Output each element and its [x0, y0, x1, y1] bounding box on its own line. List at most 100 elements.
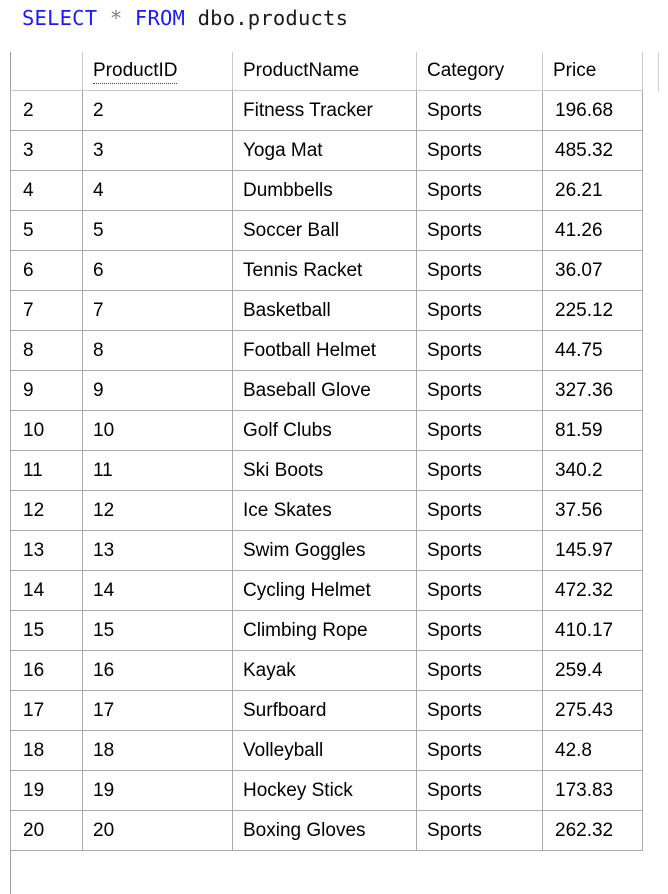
cell-productid[interactable]: 9 [82, 370, 233, 411]
cell-price[interactable]: 81.59 [542, 410, 643, 451]
cell-price[interactable]: 37.56 [542, 490, 643, 531]
cell-category[interactable]: Sports [416, 810, 543, 851]
row-number-cell[interactable]: 11 [10, 450, 83, 491]
cell-productname[interactable]: Climbing Rope [232, 610, 417, 651]
cell-productname[interactable]: Hockey Stick [232, 770, 417, 811]
cell-productid[interactable]: 10 [82, 410, 233, 451]
cell-productname[interactable]: Swim Goggles [232, 530, 417, 571]
table-row[interactable]: 14 14 Cycling Helmet Sports 472.32 [10, 570, 643, 611]
table-row[interactable]: 4 4 Dumbbells Sports 26.21 [10, 170, 643, 211]
cell-price[interactable]: 327.36 [542, 370, 643, 411]
cell-productname[interactable]: Surfboard [232, 690, 417, 731]
cell-productid[interactable]: 14 [82, 570, 233, 611]
cell-productid[interactable]: 11 [82, 450, 233, 491]
table-row[interactable]: 11 11 Ski Boots Sports 340.2 [10, 450, 643, 491]
row-number-cell[interactable]: 19 [10, 770, 83, 811]
table-row[interactable]: 15 15 Climbing Rope Sports 410.17 [10, 610, 643, 651]
cell-category[interactable]: Sports [416, 330, 543, 371]
row-number-cell[interactable]: 4 [10, 170, 83, 211]
cell-price[interactable]: 42.8 [542, 730, 643, 771]
cell-price[interactable]: 26.21 [542, 170, 643, 211]
table-row[interactable]: 16 16 Kayak Sports 259.4 [10, 650, 643, 691]
cell-productid[interactable]: 16 [82, 650, 233, 691]
cell-category[interactable]: Sports [416, 170, 543, 211]
cell-price[interactable]: 262.32 [542, 810, 643, 851]
cell-productname[interactable]: Fitness Tracker [232, 90, 417, 131]
row-number-cell[interactable]: 20 [10, 810, 83, 851]
cell-productid[interactable]: 20 [82, 810, 233, 851]
row-number-cell[interactable]: 14 [10, 570, 83, 611]
row-number-cell[interactable]: 10 [10, 410, 83, 451]
cell-price[interactable]: 259.4 [542, 650, 643, 691]
row-number-cell[interactable]: 16 [10, 650, 83, 691]
cell-productname[interactable]: Dumbbells [232, 170, 417, 211]
cell-price[interactable]: 275.43 [542, 690, 643, 731]
cell-productid[interactable]: 8 [82, 330, 233, 371]
cell-productid[interactable]: 17 [82, 690, 233, 731]
row-header-corner[interactable] [10, 52, 83, 91]
cell-productname[interactable]: Basketball [232, 290, 417, 331]
cell-category[interactable]: Sports [416, 570, 543, 611]
row-number-cell[interactable]: 13 [10, 530, 83, 571]
cell-category[interactable]: Sports [416, 490, 543, 531]
row-number-cell[interactable]: 9 [10, 370, 83, 411]
cell-price[interactable]: 173.83 [542, 770, 643, 811]
table-row[interactable]: 3 3 Yoga Mat Sports 485.32 [10, 130, 643, 171]
table-row[interactable]: 10 10 Golf Clubs Sports 81.59 [10, 410, 643, 451]
column-header-productid[interactable]: ProductID [82, 52, 233, 91]
cell-productid[interactable]: 18 [82, 730, 233, 771]
cell-category[interactable]: Sports [416, 290, 543, 331]
cell-category[interactable]: Sports [416, 650, 543, 691]
row-number-cell[interactable]: 15 [10, 610, 83, 651]
cell-productid[interactable]: 5 [82, 210, 233, 251]
cell-productid[interactable]: 13 [82, 530, 233, 571]
table-row[interactable]: 5 5 Soccer Ball Sports 41.26 [10, 210, 643, 251]
cell-price[interactable]: 485.32 [542, 130, 643, 171]
cell-category[interactable]: Sports [416, 610, 543, 651]
sql-query-line[interactable]: SELECT * FROM dbo.products [22, 6, 348, 30]
column-header-productname[interactable]: ProductName [232, 52, 417, 91]
table-row[interactable]: 17 17 Surfboard Sports 275.43 [10, 690, 643, 731]
cell-price[interactable]: 44.75 [542, 330, 643, 371]
cell-productname[interactable]: Soccer Ball [232, 210, 417, 251]
cell-productid[interactable]: 4 [82, 170, 233, 211]
row-number-cell[interactable]: 12 [10, 490, 83, 531]
cell-productname[interactable]: Yoga Mat [232, 130, 417, 171]
cell-price[interactable]: 196.68 [542, 90, 643, 131]
cell-category[interactable]: Sports [416, 690, 543, 731]
cell-price[interactable]: 225.12 [542, 290, 643, 331]
row-number-cell[interactable]: 17 [10, 690, 83, 731]
cell-price[interactable]: 472.32 [542, 570, 643, 611]
cell-category[interactable]: Sports [416, 770, 543, 811]
cell-productid[interactable]: 7 [82, 290, 233, 331]
cell-price[interactable]: 36.07 [542, 250, 643, 291]
row-number-cell[interactable]: 6 [10, 250, 83, 291]
cell-category[interactable]: Sports [416, 730, 543, 771]
cell-price[interactable]: 340.2 [542, 450, 643, 491]
row-number-cell[interactable]: 8 [10, 330, 83, 371]
cell-productid[interactable]: 2 [82, 90, 233, 131]
cell-productname[interactable]: Ski Boots [232, 450, 417, 491]
cell-productid[interactable]: 3 [82, 130, 233, 171]
cell-category[interactable]: Sports [416, 370, 543, 411]
cell-category[interactable]: Sports [416, 450, 543, 491]
cell-category[interactable]: Sports [416, 210, 543, 251]
table-row[interactable]: 8 8 Football Helmet Sports 44.75 [10, 330, 643, 371]
cell-productname[interactable]: Boxing Gloves [232, 810, 417, 851]
column-header-category[interactable]: Category [416, 52, 543, 91]
table-row[interactable]: 19 19 Hockey Stick Sports 173.83 [10, 770, 643, 811]
cell-price[interactable]: 41.26 [542, 210, 643, 251]
cell-productid[interactable]: 19 [82, 770, 233, 811]
cell-price[interactable]: 145.97 [542, 530, 643, 571]
table-row[interactable]: 12 12 Ice Skates Sports 37.56 [10, 490, 643, 531]
table-row[interactable]: 13 13 Swim Goggles Sports 145.97 [10, 530, 643, 571]
row-number-cell[interactable]: 5 [10, 210, 83, 251]
cell-productname[interactable]: Golf Clubs [232, 410, 417, 451]
cell-category[interactable]: Sports [416, 130, 543, 171]
table-row[interactable]: 2 2 Fitness Tracker Sports 196.68 [10, 90, 643, 131]
column-header-price[interactable]: Price [542, 52, 643, 91]
cell-productname[interactable]: Baseball Glove [232, 370, 417, 411]
cell-productname[interactable]: Football Helmet [232, 330, 417, 371]
table-row[interactable]: 9 9 Baseball Glove Sports 327.36 [10, 370, 643, 411]
